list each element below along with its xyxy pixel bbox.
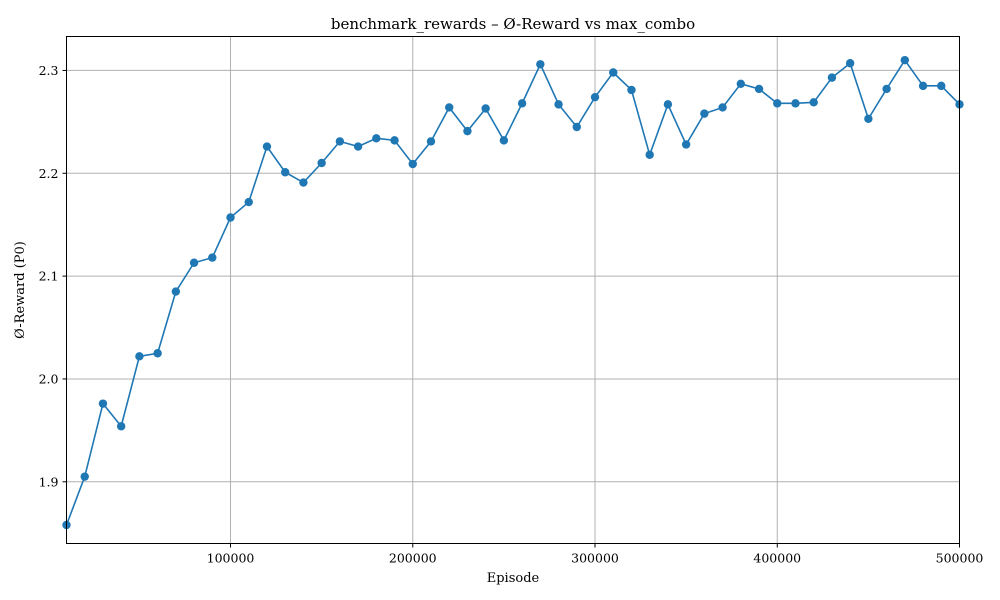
data-point bbox=[736, 79, 746, 89]
data-point bbox=[372, 134, 381, 143]
data-point bbox=[700, 109, 709, 118]
axis-ticks: 100000 200000 300000 400000 500000 1.9 2.0 2.1 2… bbox=[39, 63, 984, 566]
data-point bbox=[226, 213, 235, 222]
data-point bbox=[426, 137, 436, 146]
data-point bbox=[280, 168, 290, 177]
data-point bbox=[572, 122, 581, 132]
data-point bbox=[481, 104, 490, 113]
x-tick-label: 200000 bbox=[389, 551, 437, 566]
data-point bbox=[80, 472, 89, 481]
data-point bbox=[189, 258, 199, 267]
data-point bbox=[754, 84, 764, 94]
grid bbox=[66, 36, 960, 544]
data-point bbox=[499, 136, 509, 145]
y-tick-label: 2.1 bbox=[39, 269, 59, 284]
data-point bbox=[845, 59, 855, 68]
y-tick-label: 2.0 bbox=[39, 371, 59, 386]
x-tick-label: 100000 bbox=[207, 551, 255, 566]
data-point bbox=[262, 142, 272, 151]
data-point bbox=[299, 178, 308, 187]
data-point bbox=[408, 159, 417, 169]
data-point bbox=[554, 100, 563, 109]
data-point bbox=[627, 85, 636, 95]
data-point bbox=[900, 55, 910, 65]
data-point bbox=[864, 114, 873, 123]
data-point bbox=[335, 137, 345, 146]
data-point bbox=[317, 158, 326, 168]
x-tick-label: 300000 bbox=[571, 551, 619, 566]
data-point bbox=[809, 98, 818, 107]
series-line-layer bbox=[65, 58, 961, 526]
data-point bbox=[171, 287, 181, 296]
x-tick-label: 500000 bbox=[936, 551, 984, 566]
y-tick-label: 1.9 bbox=[39, 474, 59, 489]
data-point bbox=[98, 399, 108, 408]
data-point bbox=[135, 352, 144, 361]
data-point bbox=[773, 99, 782, 108]
data-point bbox=[353, 142, 363, 151]
chart-title: benchmark_rewards – Ø-Reward vs max_comb… bbox=[331, 15, 695, 33]
data-point bbox=[244, 197, 253, 207]
data-point bbox=[718, 103, 727, 112]
data-point bbox=[827, 73, 837, 82]
y-axis-label: Ø-Reward (P0) bbox=[13, 241, 28, 339]
data-point bbox=[463, 126, 472, 136]
plot-frame bbox=[66, 36, 960, 544]
data-point bbox=[937, 81, 946, 91]
data-point bbox=[590, 92, 600, 102]
data-point bbox=[645, 150, 654, 159]
y-tick-label: 2.2 bbox=[39, 166, 59, 181]
data-points bbox=[62, 55, 964, 530]
data-point bbox=[116, 422, 126, 431]
data-point bbox=[390, 136, 399, 145]
data-point bbox=[536, 60, 545, 69]
x-tick-label: 400000 bbox=[753, 551, 801, 566]
data-point bbox=[918, 81, 928, 91]
data-point bbox=[663, 100, 673, 109]
x-axis-label: Episode bbox=[487, 571, 540, 586]
data-point bbox=[681, 140, 691, 149]
data-point bbox=[882, 84, 891, 94]
y-tick-label: 2.3 bbox=[39, 63, 59, 78]
series-line bbox=[65, 58, 961, 526]
data-point bbox=[791, 99, 800, 108]
data-point bbox=[517, 99, 527, 108]
data-point bbox=[445, 103, 454, 112]
data-point bbox=[153, 349, 162, 358]
data-point bbox=[208, 253, 217, 262]
data-point bbox=[609, 68, 618, 77]
